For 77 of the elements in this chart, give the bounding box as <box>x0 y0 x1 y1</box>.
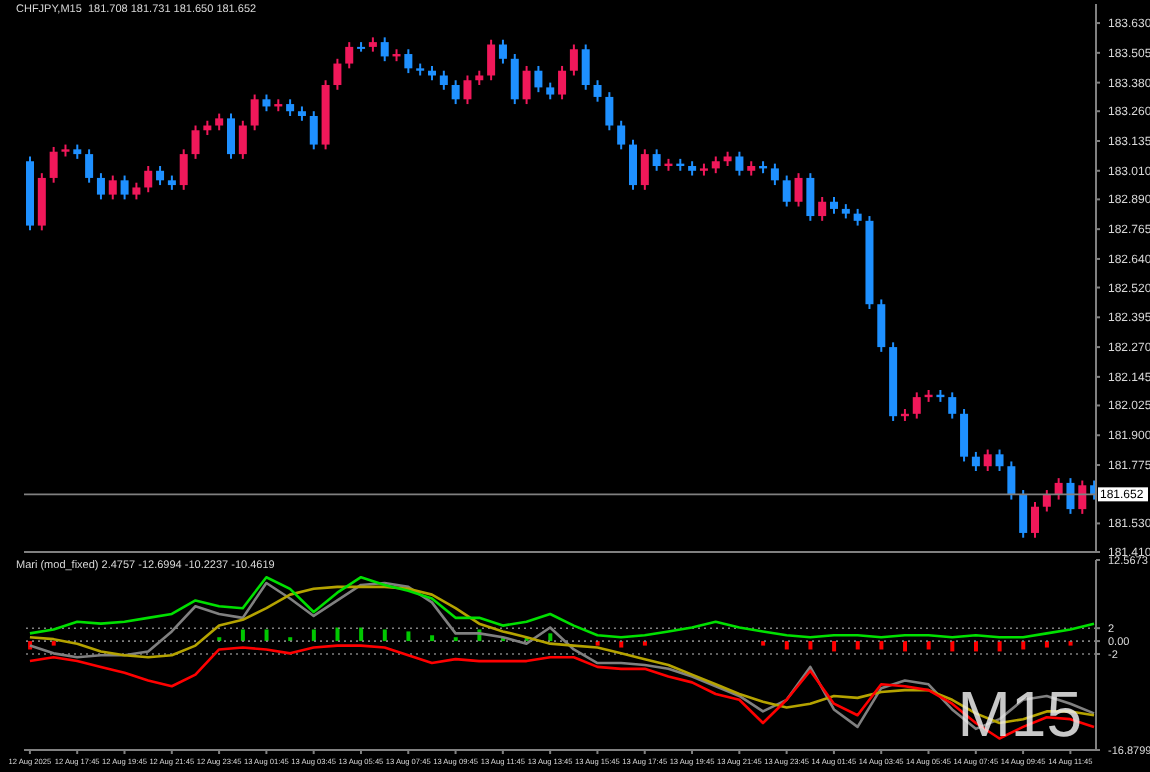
candlestick <box>144 165 153 194</box>
candlestick <box>794 172 803 208</box>
candlestick <box>345 41 354 70</box>
bar <box>311 629 316 642</box>
line-series <box>28 644 1096 740</box>
bar <box>382 629 387 642</box>
candlestick <box>1054 477 1063 501</box>
candlestick <box>1019 489 1028 539</box>
candlestick <box>1066 477 1075 515</box>
candlestick <box>569 43 578 77</box>
candlestick <box>605 91 614 132</box>
bar <box>430 635 435 642</box>
candlestick <box>912 391 921 420</box>
candlestick <box>640 148 649 191</box>
candlestick <box>983 448 992 472</box>
candlestick <box>818 195 827 222</box>
bar <box>973 641 978 652</box>
candlestick <box>227 112 235 160</box>
candlestick <box>629 138 637 191</box>
candlestick <box>120 174 129 201</box>
candlestick <box>510 53 519 106</box>
candlestick <box>37 172 46 232</box>
bar <box>832 641 837 652</box>
candlestick <box>179 148 188 191</box>
candlestick <box>1042 489 1051 513</box>
candlestick <box>439 69 448 91</box>
candlestick <box>558 64 567 101</box>
candlestick <box>1031 500 1039 539</box>
candlestick <box>782 174 791 208</box>
bar <box>264 629 269 642</box>
candlestick <box>96 172 105 201</box>
candlestick <box>593 79 602 103</box>
candlestick <box>995 448 1004 472</box>
candlestick <box>156 165 165 187</box>
candlestick <box>877 298 886 353</box>
candlestick <box>1007 460 1016 501</box>
bar <box>950 641 955 652</box>
bar <box>997 641 1002 652</box>
candlestick <box>238 119 247 160</box>
candlestick <box>404 48 413 75</box>
bar <box>879 641 884 650</box>
candlestick <box>971 450 980 472</box>
candlestick <box>806 172 815 222</box>
candlestick <box>309 110 318 151</box>
bar <box>406 631 411 642</box>
bar <box>359 627 364 642</box>
bar <box>1044 641 1049 648</box>
candlestick <box>948 391 957 420</box>
candlestick <box>522 64 531 106</box>
candlestick <box>534 64 543 94</box>
candlestick <box>960 408 969 463</box>
bar <box>903 641 908 652</box>
candlestick <box>108 174 117 201</box>
candlestick <box>333 57 342 91</box>
bar <box>619 641 624 648</box>
candlestick <box>191 124 200 160</box>
candlestick <box>498 38 507 65</box>
candlestick <box>85 148 94 184</box>
bar <box>784 641 789 650</box>
bar <box>926 641 931 650</box>
candlestick <box>617 119 626 151</box>
bar <box>808 641 813 650</box>
candlestick <box>770 162 779 187</box>
bar <box>240 629 245 642</box>
candlestick <box>451 79 460 106</box>
candlestick <box>380 36 389 63</box>
candlestick <box>581 43 590 91</box>
candlestick <box>250 93 259 132</box>
candlestick <box>49 145 58 184</box>
candlestick <box>735 150 744 177</box>
candlestick <box>463 74 472 106</box>
bar <box>548 633 553 642</box>
candlestick <box>1078 479 1087 515</box>
candlestick <box>487 38 496 82</box>
candlestick <box>652 148 661 172</box>
bar <box>855 641 860 650</box>
line-series <box>28 575 1096 639</box>
